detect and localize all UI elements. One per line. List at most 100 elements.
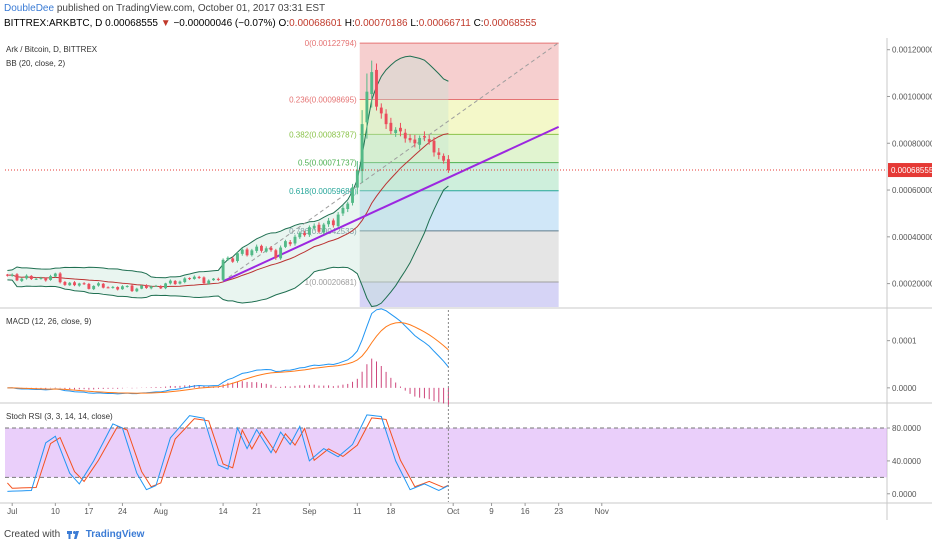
candle-body: [255, 246, 259, 251]
candle-body: [283, 241, 287, 247]
fib-level-label: 0(0.00122794): [305, 39, 357, 48]
time-axis-label: 23: [554, 507, 563, 516]
fib-zone: [359, 230, 559, 283]
candle-body: [154, 285, 158, 287]
stoch-axis-label: 40.0000: [892, 457, 921, 466]
candle-body: [307, 227, 311, 235]
stoch-axis-label: 0.0000: [892, 490, 917, 499]
candle-body: [351, 187, 354, 203]
candle-body: [365, 91, 369, 123]
candle-body: [331, 220, 335, 226]
stoch-axis-label: 80.0000: [892, 424, 921, 433]
candle-body: [53, 273, 57, 277]
fib-level-label: 0.236(0.00098695): [289, 96, 357, 105]
symbol-name: BITTREX:ARKBTC, D: [4, 18, 103, 29]
candle-body: [260, 245, 263, 251]
candle-body: [427, 139, 431, 142]
candle-body: [49, 276, 52, 280]
fib-zone: [359, 282, 559, 307]
stoch-k-line: [7, 414, 449, 492]
candle-body: [97, 283, 100, 286]
candle-body: [226, 257, 230, 260]
candle-body: [82, 283, 86, 285]
candle-body: [116, 287, 120, 290]
time-axis-label: Jul: [7, 507, 17, 516]
time-axis-label: Oct: [447, 507, 460, 516]
bollinger-legend: BB (20, close, 2): [6, 59, 65, 68]
price-axis-label: 0.00100000: [892, 92, 932, 101]
candle-body: [346, 203, 350, 210]
price-axis-label: 0.00060000: [892, 186, 932, 195]
candle-body: [125, 285, 129, 287]
candle-body: [336, 214, 340, 227]
bollinger-lower: [7, 185, 449, 308]
candle-body: [303, 233, 307, 236]
candle-body: [77, 283, 81, 286]
candle-body: [20, 278, 24, 281]
down-arrow-icon: ▼: [160, 18, 171, 29]
time-axis-label: 21: [252, 507, 261, 516]
candle-body: [418, 137, 422, 145]
candle-body: [379, 107, 383, 114]
candle-body: [130, 285, 134, 292]
candle-body: [140, 285, 144, 289]
candle-body: [389, 122, 393, 132]
candle-body: [288, 242, 292, 245]
candle-body: [207, 280, 211, 284]
high-label: H:: [344, 18, 355, 29]
candle-body: [144, 285, 148, 288]
price-axis-label: 0.00020000: [892, 280, 932, 289]
price-change: −0.00000046 (−0.07%): [173, 18, 276, 29]
fib-trend-dashed-line: [222, 42, 559, 282]
fib-level-label: 0.382(0.00083787): [289, 130, 357, 139]
low-value: 0.00066711: [418, 18, 471, 29]
stoch-d-line: [7, 417, 449, 489]
candle-body: [279, 247, 283, 259]
candle-body: [240, 249, 244, 254]
published-text: published on TradingView.com, October 01…: [56, 3, 326, 14]
candle-body: [111, 286, 115, 288]
candle-body: [403, 132, 407, 139]
last-price-tag: [888, 163, 932, 178]
bollinger-band-fill: [7, 56, 449, 307]
stoch-band: [5, 428, 887, 478]
candle-body: [164, 283, 168, 289]
candle-body: [413, 139, 417, 144]
price-pane-title: Ark / Bitcoin, D, BITTREX: [6, 45, 98, 54]
candle-body: [92, 285, 96, 290]
fib-zone: [359, 99, 559, 135]
candle-body: [197, 276, 201, 278]
candle-body: [317, 224, 321, 232]
time-axis-label: 18: [386, 507, 395, 516]
time-axis-label: Nov: [595, 507, 609, 516]
candle-body: [87, 283, 91, 289]
fib-zone: [359, 190, 559, 231]
candle-body: [399, 127, 402, 132]
candle-body: [437, 152, 441, 155]
last-price: 0.00068555: [105, 18, 158, 29]
candle-body: [250, 250, 254, 256]
time-axis-label: 9: [489, 507, 494, 516]
tradingview-brand[interactable]: TradingView: [85, 529, 145, 540]
footer: Created with TradingView: [4, 529, 144, 540]
price-axis-label: 0.00080000: [892, 139, 932, 148]
candle-body: [327, 220, 330, 225]
macd-axis-label: 0.0001: [892, 337, 917, 346]
time-axis-label: Aug: [154, 507, 168, 516]
stoch-pane-title: Stoch RSI (3, 3, 14, 14, close): [6, 412, 113, 421]
candle-body: [173, 280, 177, 285]
author-link[interactable]: DoubleDee: [4, 3, 55, 14]
candle-body: [29, 275, 33, 280]
candle-body: [264, 248, 268, 252]
candle-body: [188, 278, 191, 280]
candle-body: [221, 259, 225, 280]
time-axis-label: 10: [51, 507, 60, 516]
macd-signal-line: [7, 322, 449, 394]
candle-body: [370, 72, 374, 95]
candle-body: [216, 278, 220, 280]
time-axis-label: 17: [84, 507, 93, 516]
close-label: C:: [473, 18, 484, 29]
fib-level-label: 0.618(0.00059688): [289, 187, 357, 196]
candle-body: [178, 281, 182, 284]
